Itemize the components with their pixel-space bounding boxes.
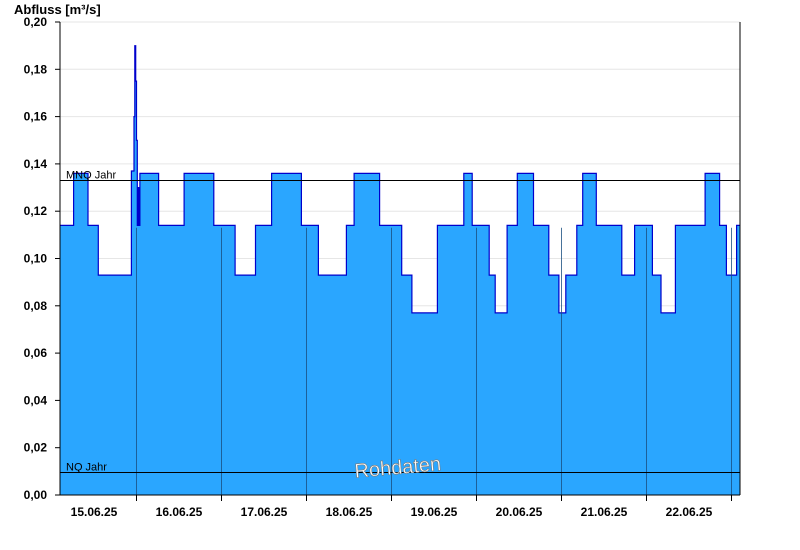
day-separator-layer	[136, 227, 732, 495]
y-tick-label: 0,06	[24, 346, 48, 360]
y-tick-label: 0,10	[24, 252, 48, 266]
x-tick-label: 15.06.25	[71, 505, 118, 519]
x-tick-label: 16.06.25	[156, 505, 203, 519]
series-layer	[60, 45, 740, 495]
x-tick-label: 19.06.25	[411, 505, 458, 519]
y-tick-label: 0,04	[24, 393, 48, 407]
y-axis-title: Abfluss [m³/s]	[14, 2, 101, 17]
reference-line-label: NQ Jahr	[66, 462, 107, 474]
reference-line-label: MNQ Jahr	[66, 169, 116, 181]
series-area-fill	[60, 45, 740, 495]
series-line	[60, 45, 740, 314]
axes-layer: 0,00 0,02 0,04 0,06 0,08 0,10 0,12 0,14 0,16 0,18…	[24, 15, 741, 519]
x-tick-label: 17.06.25	[241, 505, 288, 519]
y-tick-label: 0,14	[24, 157, 48, 171]
reference-lines-layer: MNQ Jahr NQ Jahr	[60, 169, 740, 474]
x-tick-label: 20.06.25	[496, 505, 543, 519]
y-tick-label: 0,16	[24, 110, 48, 124]
x-tick-label: 21.06.25	[581, 505, 628, 519]
y-tick-label: 0,12	[24, 204, 48, 218]
y-tick-label: 0,18	[24, 62, 48, 76]
y-tick-label: 0,00	[24, 488, 48, 502]
y-tick-label: 0,02	[24, 441, 48, 455]
y-tick-label: 0,20	[24, 15, 48, 29]
x-tick-label: 18.06.25	[326, 505, 373, 519]
y-tick-label: 0,08	[24, 299, 48, 313]
x-tick-label: 22.06.25	[666, 505, 713, 519]
